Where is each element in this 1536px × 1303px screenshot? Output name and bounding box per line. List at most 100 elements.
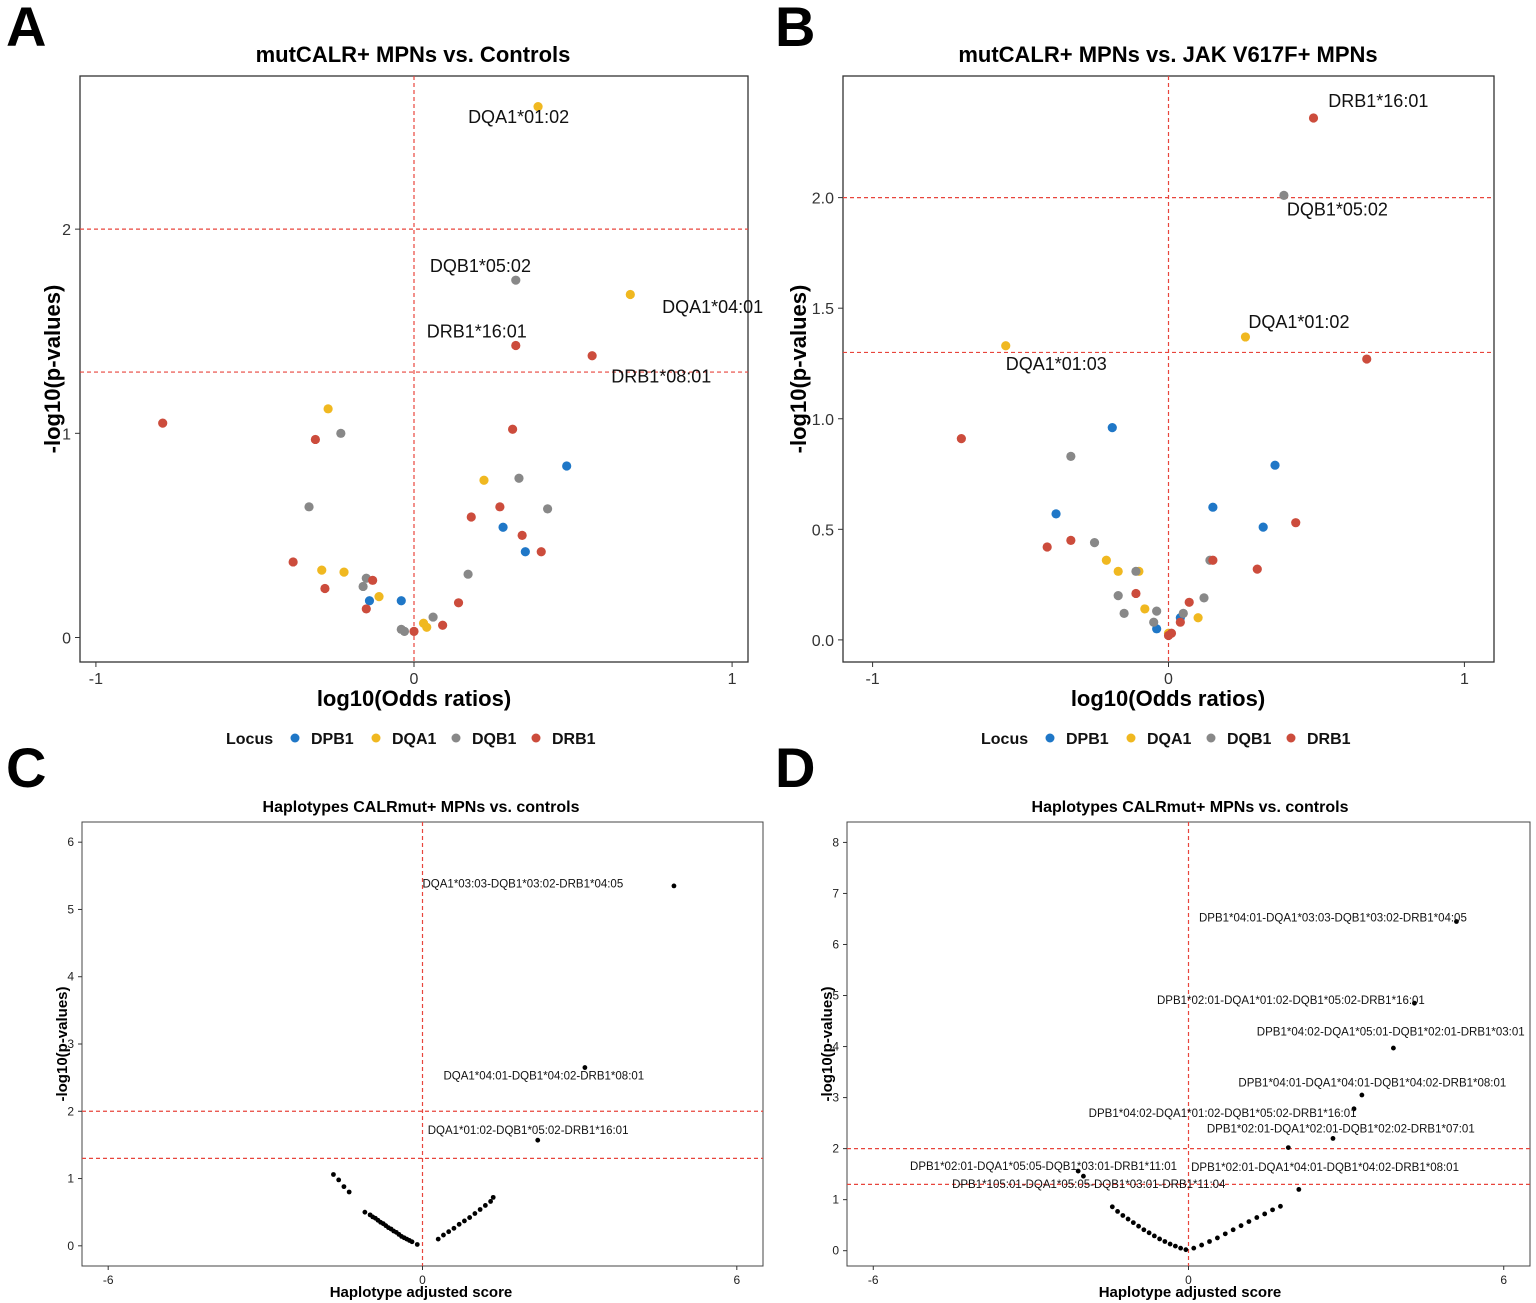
panel-a-drb1-point bbox=[587, 351, 597, 361]
panel-a-x-tick-label: 1 bbox=[728, 671, 737, 688]
panel-d-annotation-label: DPB1*02:01-DQA1*01:02-DQB1*05:02-DRB1*16… bbox=[1157, 995, 1425, 1007]
panel-d-haplotype-point bbox=[1330, 1136, 1336, 1141]
panel-d-haplotype-point bbox=[1296, 1187, 1302, 1192]
panel-a-drb1-point bbox=[288, 557, 298, 567]
legend-left: Locus DPB1 DQA1 DQB1 DRB1 bbox=[226, 731, 596, 748]
panel-a-drb1-point bbox=[320, 583, 330, 594]
panel-d-haplotype-point bbox=[1075, 1168, 1081, 1174]
panel-d-haplotype-point bbox=[1246, 1219, 1252, 1224]
panel-a-dqb1-point bbox=[304, 502, 314, 512]
panel-d-haplotype-point bbox=[1115, 1208, 1120, 1214]
panel-d-haplotype-point bbox=[1391, 1045, 1396, 1051]
panel-c-y-axis-label: -log10(p-values) bbox=[54, 986, 71, 1101]
panel-c-y-tick-label: 0 bbox=[67, 1239, 74, 1253]
legend-right: Locus DPB1 DQA1 DQB1 DRB1 bbox=[981, 731, 1351, 748]
panel-d-y-tick-label: 8 bbox=[832, 835, 839, 849]
legend-dpb1-marker bbox=[290, 733, 300, 743]
panel-b-dqb1-point bbox=[1199, 593, 1209, 603]
panel-c-haplotype-point bbox=[336, 1177, 342, 1183]
panel-b-y-tick-label: 1.0 bbox=[812, 412, 834, 429]
panel-b-y-tick-label: 1.5 bbox=[812, 301, 834, 318]
panel-a-drb1-point bbox=[158, 418, 168, 428]
panel-a-drb1-point bbox=[495, 502, 505, 512]
panel-b-dqa1-point bbox=[1001, 341, 1011, 351]
panel-d-haplotype-point bbox=[1238, 1223, 1244, 1229]
panel-c-annotation-label: DQA1*04:01-DQB1*04:02-DRB1*08:01 bbox=[443, 1071, 644, 1083]
panel-a-drb1-point bbox=[361, 604, 371, 614]
panel-a-title: mutCALR+ MPNs vs. Controls bbox=[256, 42, 571, 67]
panel-b-dpb1-point bbox=[1107, 423, 1117, 433]
panel-a-dqb1-point bbox=[463, 569, 473, 579]
panel-a-dqb1-point bbox=[336, 428, 346, 438]
panel-d-haplotype-point bbox=[1167, 1241, 1173, 1247]
panel-c-y-tick-label: 4 bbox=[67, 970, 74, 984]
panel-c-haplotype-point bbox=[451, 1225, 457, 1231]
panel-c-y-tick-label: 2 bbox=[67, 1104, 74, 1118]
panel-letter-b: B bbox=[775, 0, 815, 58]
panel-d-haplotype-point bbox=[1162, 1239, 1168, 1244]
panel-c-x-axis-label: Haplotype adjusted score bbox=[330, 1284, 513, 1301]
legend-drb1-marker bbox=[1286, 733, 1296, 743]
panel-letter-a: A bbox=[6, 0, 46, 58]
panel-b-dqa1-point bbox=[1101, 555, 1111, 565]
panel-b-dqa1-point bbox=[1193, 613, 1203, 623]
panel-d-haplotype-point bbox=[1120, 1213, 1126, 1218]
panel-b-drb1-point bbox=[1184, 597, 1194, 607]
panel-a-drb1-point bbox=[438, 620, 448, 630]
panel-a-dqb1-point bbox=[514, 473, 524, 483]
legend-item-drb1: DRB1 bbox=[552, 731, 596, 748]
panel-d-annotation-label: DPB1*02:01-DQA1*02:01-DQB1*02:02-DRB1*07… bbox=[1207, 1123, 1475, 1135]
panel-c-y-tick-label: 3 bbox=[67, 1037, 74, 1051]
panel-b-drb1-point bbox=[1362, 354, 1372, 364]
panel-d-haplotype-point bbox=[1141, 1227, 1147, 1233]
panel-d-annotation-label: DPB1*04:01-DQA1*04:01-DQB1*04:02-DRB1*08… bbox=[1238, 1077, 1506, 1089]
panel-c-x-tick-label: -6 bbox=[103, 1273, 114, 1287]
panel-a-dpb1-point bbox=[364, 596, 375, 606]
panel-a-dqb1-point bbox=[428, 612, 438, 622]
panel-c-plot-area: -6 0 6 0 1 2 3 4 5 6 DQA1*03:03-DQB1*03:02-DRB1*04… bbox=[67, 822, 763, 1287]
panel-a-dqb1-point bbox=[399, 626, 410, 636]
panel-d-annotation-label: DPB1*04:02-DQA1*01:02-DQB1*05:02-DRB1*16… bbox=[1089, 1108, 1357, 1120]
panel-b-dpb1-point bbox=[1258, 522, 1268, 532]
panel-a-dqa1-point bbox=[479, 475, 489, 485]
panel-b-x-tick-label: 0 bbox=[1164, 671, 1173, 688]
legend-dqa1-marker bbox=[1126, 733, 1136, 743]
panel-b-dqb1-point bbox=[1113, 591, 1123, 601]
panel-a-dqa1-point bbox=[625, 289, 635, 300]
panel-b-annotation-label: DQB1*05:02 bbox=[1287, 199, 1388, 219]
panel-b-dqb1-point bbox=[1178, 608, 1188, 618]
panel-b-drb1-point bbox=[1252, 564, 1262, 574]
panel-c-x-tick-label: 0 bbox=[419, 1273, 426, 1287]
panel-b-drb1-point bbox=[1131, 588, 1141, 599]
panel-d-x-tick-label: 6 bbox=[1500, 1273, 1507, 1287]
panel-d-haplotype-point bbox=[1454, 919, 1459, 924]
panel-d-haplotype-point bbox=[1254, 1215, 1260, 1220]
panel-b-dpb1-point bbox=[1270, 460, 1280, 470]
panel-d-haplotype-point bbox=[1191, 1245, 1197, 1251]
panel-a-annotation-label: DQA1*04:01 bbox=[662, 297, 763, 317]
panel-c-haplotype-point bbox=[490, 1194, 496, 1200]
panel-d-annotation-label: DPB1*105:01-DQA1*05:05-DQB1*03:01-DRB1*1… bbox=[952, 1179, 1226, 1191]
panel-c-haplotype-point bbox=[456, 1221, 462, 1227]
panel-b-dqb1-point bbox=[1066, 451, 1076, 461]
panel-a-x-axis-label: log10(Odds ratios) bbox=[317, 686, 511, 711]
panel-a-x-tick-label: 0 bbox=[410, 671, 419, 688]
panel-d-y-tick-label: 5 bbox=[832, 989, 839, 1003]
panel-d-title: Haplotypes CALRmut+ MPNs vs. controls bbox=[1032, 799, 1349, 816]
panel-c-haplotype-point bbox=[346, 1189, 352, 1195]
panel-d-haplotype-point bbox=[1199, 1242, 1205, 1248]
panel-c-haplotype-point bbox=[482, 1203, 488, 1208]
panel-b-dqb1-point bbox=[1089, 537, 1100, 548]
panel-c-haplotype-point bbox=[362, 1209, 368, 1215]
panel-d-haplotype-point bbox=[1207, 1239, 1212, 1244]
panel-c-haplotype-point bbox=[671, 883, 677, 889]
panel-b-dpb1-point bbox=[1051, 509, 1061, 519]
panel-a-y-tick-label: 0 bbox=[62, 630, 71, 647]
panel-a-annotation-label: DQA1*01:02 bbox=[468, 107, 569, 127]
panel-a-dqa1-point bbox=[323, 404, 333, 414]
panel-b-dqa1-point bbox=[1240, 332, 1251, 342]
panel-a-y-tick-label: 2 bbox=[62, 222, 71, 239]
panel-a-dqb1-point bbox=[358, 581, 368, 592]
panel-b-drb1-point bbox=[1308, 113, 1319, 123]
panel-b-drb1-point bbox=[1291, 518, 1301, 528]
